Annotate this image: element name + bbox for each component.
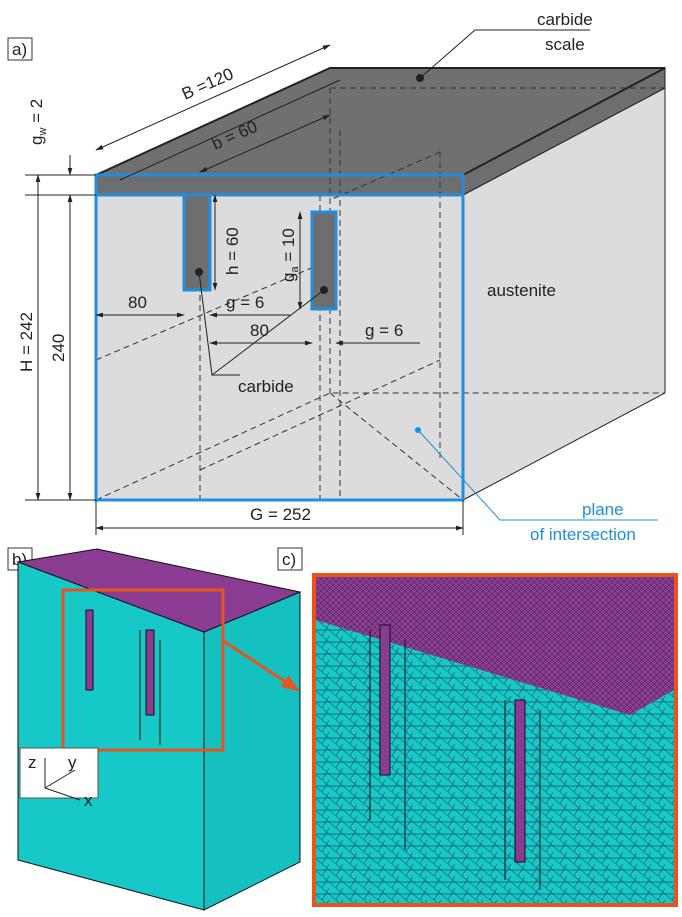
figure: a) B =120 b = 60 gw = 2 H = 242 240 h = … [0, 0, 682, 912]
annotation: of intersection [530, 525, 636, 544]
front-scale [96, 175, 463, 195]
dimension: g = 6 [226, 293, 264, 312]
panel-label: c) [282, 550, 296, 569]
panel-label: a) [12, 40, 27, 59]
dimension: B =120 [179, 64, 236, 103]
dimension: 80 [128, 293, 147, 312]
axis-label: z [28, 753, 37, 772]
front-face [96, 175, 463, 500]
axis-label: y [68, 753, 77, 772]
annotation: carbide [238, 377, 294, 396]
annotation: scale [545, 35, 585, 54]
dimension: 80 [250, 321, 269, 340]
dimension: g = 6 [365, 321, 403, 340]
panel-c: c) [278, 548, 676, 905]
dimension: ga = 10 [279, 228, 301, 282]
dimension: H = 242 [17, 312, 36, 372]
annotation: austenite [487, 281, 556, 300]
carbide-left [184, 195, 210, 290]
panel-a: a) B =120 b = 60 gw = 2 H = 242 240 h = … [8, 10, 665, 544]
carbide-right [312, 212, 336, 309]
annotation: plane [582, 500, 624, 519]
dimension: G = 252 [250, 505, 311, 524]
dimension: h = 60 [223, 227, 242, 275]
dimension: gw = 2 [27, 99, 49, 145]
annotation: carbide [537, 10, 593, 29]
axis-label: x [84, 791, 93, 810]
dimension: 240 [49, 334, 68, 362]
panel-b: b) z y x [8, 548, 300, 910]
